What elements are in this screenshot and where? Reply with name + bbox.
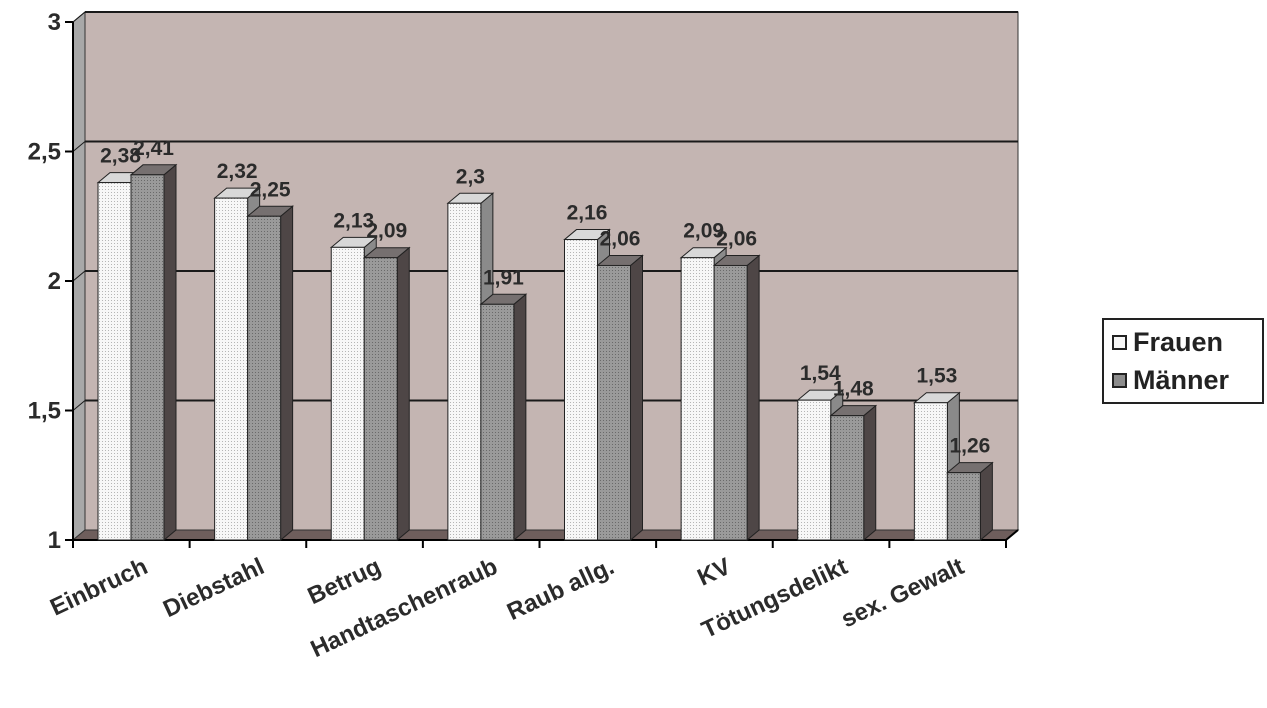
data-label-maenner-1: 2,25 (250, 178, 291, 201)
bar-front (214, 197, 249, 541)
legend-item-maenner: Männer (1112, 364, 1229, 396)
bar-front (597, 264, 631, 541)
legend-label-frauen: Frauen (1133, 326, 1224, 357)
data-label-maenner-6: 1,48 (833, 378, 874, 401)
x-tick-label: KV (693, 553, 735, 592)
data-label-frauen-7: 1,53 (916, 365, 957, 388)
bar-maenner-2 (362, 246, 411, 542)
data-label-maenner-2: 2,09 (366, 220, 407, 243)
x-tick-label: Einbruch (46, 553, 152, 621)
bar-side (979, 461, 993, 542)
gridline-side (72, 400, 86, 411)
legend-swatch-maenner (1112, 372, 1127, 388)
gridline-side (72, 141, 86, 152)
bar-front (713, 264, 748, 541)
gridline-side (72, 11, 86, 23)
bar-front (130, 174, 165, 541)
x-tick-label: Handtaschenraub (307, 553, 502, 663)
data-label-frauen-6: 1,54 (800, 362, 841, 385)
bar-maenner-5 (712, 254, 761, 542)
data-label-maenner-5: 2,06 (716, 227, 757, 250)
data-label-maenner-4: 2,06 (600, 227, 641, 250)
data-label-frauen-1: 2,32 (217, 160, 258, 183)
x-tick-label: Betrug (304, 553, 386, 610)
data-label-frauen-0: 2,38 (100, 145, 141, 168)
y-tick-label: 1 (48, 527, 61, 554)
bar-front (797, 399, 832, 541)
bar-front (680, 257, 715, 541)
bar-maenner-1 (246, 205, 295, 542)
bar-side (396, 246, 410, 542)
data-label-maenner-0: 2,41 (133, 137, 174, 160)
gridline-side (72, 270, 86, 282)
bar-front (480, 303, 515, 541)
bar-front (447, 202, 482, 541)
bar-maenner-0 (129, 163, 178, 542)
data-label-maenner-7: 1,26 (949, 435, 990, 458)
bar-side (280, 205, 294, 542)
bar-side (163, 163, 177, 542)
bar-front (946, 472, 981, 541)
legend-item-frauen: Frauen (1112, 326, 1223, 358)
data-label-frauen-5: 2,09 (683, 220, 724, 243)
data-label-frauen-3: 2,3 (456, 165, 485, 188)
bar-side (746, 254, 760, 542)
data-label-frauen-2: 2,13 (333, 209, 374, 232)
legend-label-maenner: Männer (1133, 364, 1230, 395)
bar-maenner-4 (596, 254, 644, 542)
bar-maenner-3 (479, 293, 528, 542)
legend: Frauen Männer (1102, 318, 1264, 404)
bar-front (564, 239, 598, 541)
x-axis-depth (1005, 529, 1019, 541)
x-tick-label: Diebstahl (159, 553, 268, 623)
bar-maenner-7 (945, 461, 994, 542)
bar-front (97, 182, 132, 541)
y-tick-label: 3 (48, 9, 61, 36)
bar-front (363, 257, 398, 541)
y-tick-label: 2 (48, 268, 61, 295)
data-label-frauen-4: 2,16 (567, 202, 608, 225)
bar-side (513, 293, 527, 542)
legend-swatch-frauen (1112, 334, 1127, 350)
x-tick-label: Raub allg. (503, 553, 618, 626)
bar-front (830, 415, 865, 541)
bar-maenner-6 (829, 404, 878, 542)
bar-front (330, 246, 365, 541)
x-tick-label: sex. Gewalt (837, 553, 968, 633)
bar-side (863, 404, 877, 542)
bar-front (247, 215, 282, 541)
y-tick-label: 1,5 (28, 398, 61, 425)
y-tick-label: 2,5 (28, 139, 61, 166)
data-label-maenner-3: 1,91 (483, 266, 524, 289)
bar-side (630, 254, 643, 542)
bar-front (913, 402, 948, 541)
